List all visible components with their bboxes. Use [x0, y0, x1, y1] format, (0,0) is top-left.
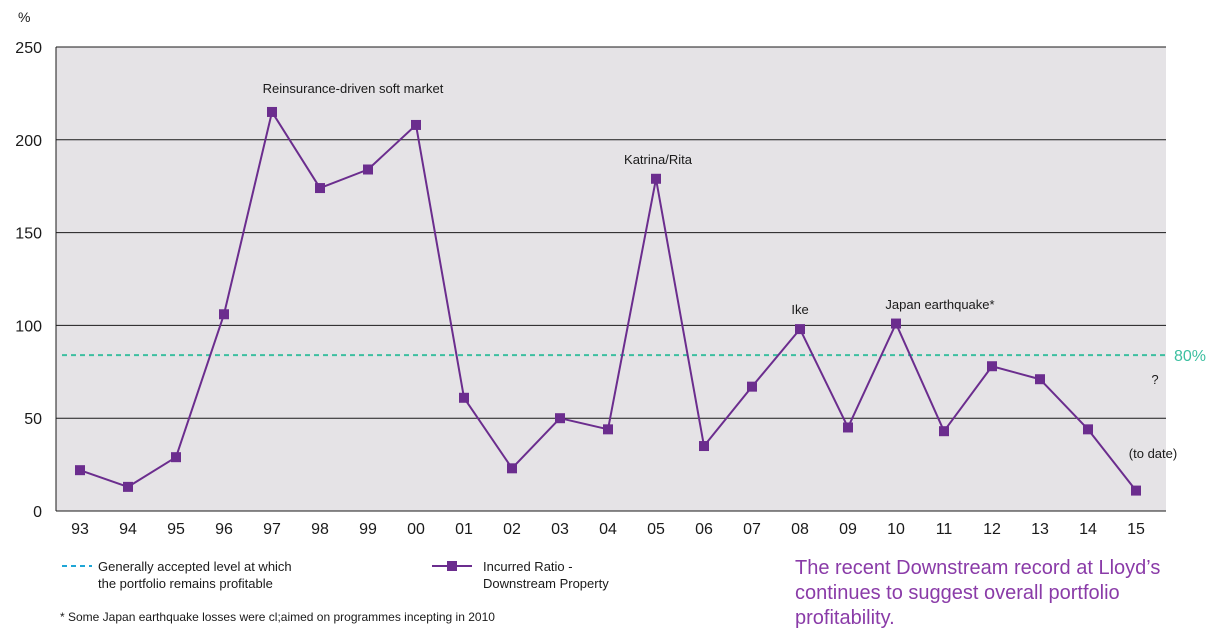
- data-point-marker: [699, 441, 709, 452]
- reference-line-label: 80%: [1174, 348, 1206, 365]
- data-point-marker: [651, 173, 661, 184]
- x-tick-label: 99: [359, 521, 377, 538]
- y-tick-label: 250: [15, 40, 42, 57]
- annotation-label: Katrina/Rita: [624, 152, 693, 167]
- data-point-marker: [843, 422, 853, 433]
- plot-area: [56, 47, 1166, 511]
- data-point-marker: [267, 106, 277, 117]
- data-point-marker: [363, 164, 373, 175]
- legend-series-label-line2: Downstream Property: [483, 576, 609, 591]
- x-tick-label: 14: [1079, 521, 1097, 538]
- data-point-marker: [123, 481, 133, 492]
- caption: The recent Downstream record at Lloyd’s …: [795, 557, 1161, 629]
- data-point-marker: [795, 324, 805, 335]
- x-tick-label: 95: [167, 521, 185, 538]
- y-tick-label: 150: [15, 226, 42, 243]
- x-tick-label: 13: [1031, 521, 1049, 538]
- x-tick-label: 94: [119, 521, 137, 538]
- data-point-marker: [1035, 374, 1045, 385]
- x-tick-label: 01: [455, 521, 473, 538]
- x-tick-label: 04: [599, 521, 617, 538]
- footnote: * Some Japan earthquake losses were cl;a…: [60, 610, 495, 624]
- annotations: Reinsurance-driven soft market Katrina/Ri…: [263, 81, 1178, 461]
- x-tick-label: 11: [936, 521, 953, 538]
- y-tick-label: 0: [33, 504, 42, 521]
- x-tick-label: 00: [407, 521, 425, 538]
- x-axis-ticks: 93 94 95 96 97 98 99 00 01 02 03 04 05 06 07 08 09 10 11 12…: [71, 521, 1145, 538]
- data-point-marker: [411, 119, 421, 130]
- legend-series-label: Incurred Ratio - Downstream Property: [483, 558, 609, 592]
- data-point-marker: [219, 309, 229, 320]
- data-point-marker: [747, 381, 757, 392]
- data-point-marker: [1083, 424, 1093, 435]
- x-tick-label: 96: [215, 521, 233, 538]
- legend-reference-label: Generally accepted level at which the po…: [98, 558, 292, 592]
- y-axis-ticks: 0 50 100 150 200 250: [15, 40, 42, 521]
- series-markers: [75, 106, 1141, 496]
- x-tick-label: 05: [647, 521, 665, 538]
- x-tick-label: 97: [263, 521, 281, 538]
- annotation-label: Ike: [791, 302, 808, 317]
- y-tick-label: 200: [15, 133, 42, 150]
- annotation-label: Reinsurance-driven soft market: [263, 81, 444, 96]
- x-tick-label: 93: [71, 521, 89, 538]
- x-tick-label: 08: [791, 521, 809, 538]
- data-point-marker: [171, 452, 181, 463]
- x-tick-label: 06: [695, 521, 713, 538]
- x-tick-label: 07: [743, 521, 761, 538]
- x-tick-label: 98: [311, 521, 329, 538]
- x-tick-label: 09: [839, 521, 857, 538]
- y-axis-label: %: [18, 9, 30, 25]
- legend-reference-label-line2: the portfolio remains profitable: [98, 576, 273, 591]
- grid-lines: [55, 46, 1166, 512]
- data-point-marker: [987, 361, 997, 372]
- data-point-marker: [891, 318, 901, 329]
- data-point-marker: [507, 463, 517, 474]
- legend-reference-label-line1: Generally accepted level at which: [98, 559, 292, 574]
- annotation-label: (to date): [1129, 446, 1177, 461]
- legend-series-label-line1: Incurred Ratio -: [483, 559, 573, 574]
- annotation-label: Japan earthquake*: [885, 297, 994, 312]
- x-tick-label: 12: [983, 521, 1001, 538]
- data-point-marker: [75, 465, 85, 476]
- x-tick-label: 15: [1127, 521, 1145, 538]
- x-tick-label: 10: [887, 521, 905, 538]
- x-tick-label: 03: [551, 521, 569, 538]
- annotation-label: ?: [1151, 372, 1158, 387]
- x-tick-label: 02: [503, 521, 521, 538]
- data-point-marker: [459, 392, 469, 403]
- y-tick-label: 100: [15, 318, 42, 335]
- data-point-marker: [1131, 485, 1141, 496]
- data-point-marker: [603, 424, 613, 435]
- legend-series-marker-symbol: [447, 561, 457, 571]
- y-tick-label: 50: [24, 411, 42, 428]
- data-point-marker: [315, 183, 325, 194]
- data-point-marker: [939, 426, 949, 437]
- data-point-marker: [555, 413, 565, 424]
